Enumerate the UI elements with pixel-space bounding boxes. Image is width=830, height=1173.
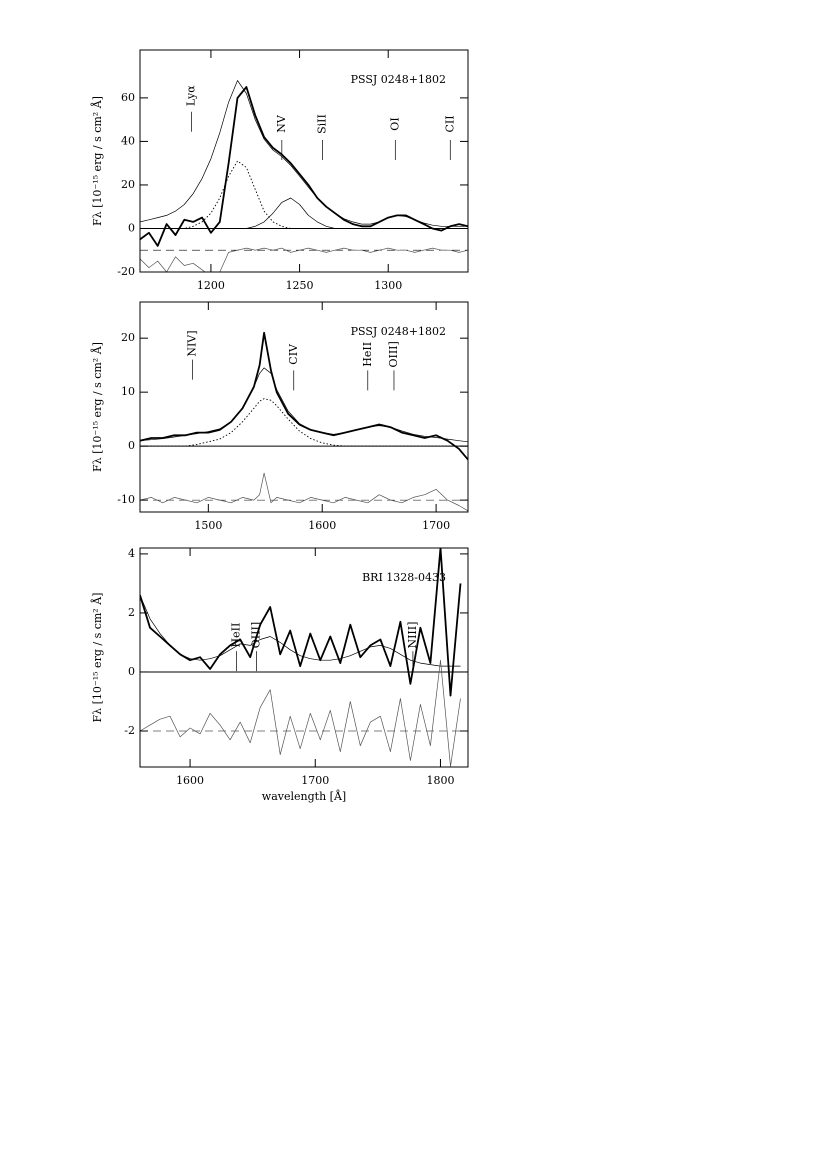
spectrum-line (140, 80, 468, 227)
panel: 1500 1600 1700 -10 0 10 20 PSSJ 0248+1802 Fλ [10… (90, 301, 469, 532)
panel-title: PSSJ 0248+1802 (351, 325, 446, 338)
y-tick-label: 10 (121, 385, 135, 398)
line-label: NV (275, 114, 288, 133)
y-tick-label: 60 (121, 91, 135, 104)
spectrum-line (140, 472, 468, 512)
line-label: NIII] (406, 622, 419, 649)
panel: 1200 1250 1300 -20 0 20 40 60 PSSJ 0248+1802 Fλ [… (90, 49, 469, 292)
plot-area (140, 548, 468, 767)
y-axis-label: Fλ [10⁻¹⁵ erg / s cm² Å] (90, 342, 104, 472)
y-tick-label: 20 (121, 331, 135, 344)
y-tick-label: 4 (128, 547, 135, 560)
line-label: CII (443, 115, 456, 132)
y-tick-label: -2 (124, 724, 135, 737)
x-tick-label: 1800 (426, 774, 454, 787)
plot-area (140, 331, 468, 512)
spectrum-line (140, 659, 461, 767)
y-tick-label: 2 (128, 606, 135, 619)
panel-title: BRI 1328-0433 (362, 571, 446, 584)
frame (139, 49, 469, 273)
spectrum-line (140, 367, 468, 443)
x-axis-label: wavelength [Å] (262, 789, 346, 803)
spectrum-line (140, 595, 461, 667)
spectrum-line (140, 197, 468, 229)
x-tick-label: 1500 (194, 519, 222, 532)
spectrum-line (140, 331, 468, 461)
y-tick-label: -20 (117, 265, 135, 278)
x-tick-label: 1700 (422, 519, 450, 532)
y-tick-label: 0 (128, 221, 135, 234)
y-tick-label: 40 (121, 134, 135, 147)
x-tick-label: 1200 (197, 279, 225, 292)
spectrum-line (140, 86, 468, 247)
x-tick-label: 1600 (308, 519, 336, 532)
y-tick-label: 0 (128, 665, 135, 678)
spectrum-line (140, 160, 468, 229)
frame (139, 547, 469, 768)
y-tick-label: -10 (117, 493, 135, 506)
line-label: OIII] (249, 622, 262, 648)
line-label: CIV (287, 343, 300, 365)
panel: 1600 1700 1800 -2 0 2 4 BRI 1328-0433 Fλ [10⁻¹⁵ … (90, 547, 469, 803)
line-label: OIII] (387, 341, 400, 367)
x-tick-label: 1700 (301, 774, 329, 787)
frame (139, 301, 469, 513)
x-tick-label: 1250 (286, 279, 314, 292)
line-label: NIV] (185, 330, 198, 356)
line-label: SiII (316, 114, 329, 134)
y-axis-label: Fλ [10⁻¹⁵ erg / s cm² Å] (90, 593, 104, 723)
y-tick-label: 0 (128, 439, 135, 452)
x-tick-label: 1300 (374, 279, 402, 292)
spectrum-line (140, 398, 468, 447)
line-label: Lyα (184, 85, 197, 106)
panel-title: PSSJ 0248+1802 (351, 73, 446, 86)
x-tick-label: 1600 (176, 774, 204, 787)
line-label: HeII (361, 342, 374, 367)
spectrum-line (140, 247, 468, 272)
y-tick-label: 20 (121, 178, 135, 191)
plot-area (140, 80, 468, 272)
y-axis-label: Fλ [10⁻¹⁵ erg / s cm² Å] (90, 96, 104, 226)
line-label: OI (388, 117, 401, 130)
line-label: HeII (229, 623, 242, 648)
